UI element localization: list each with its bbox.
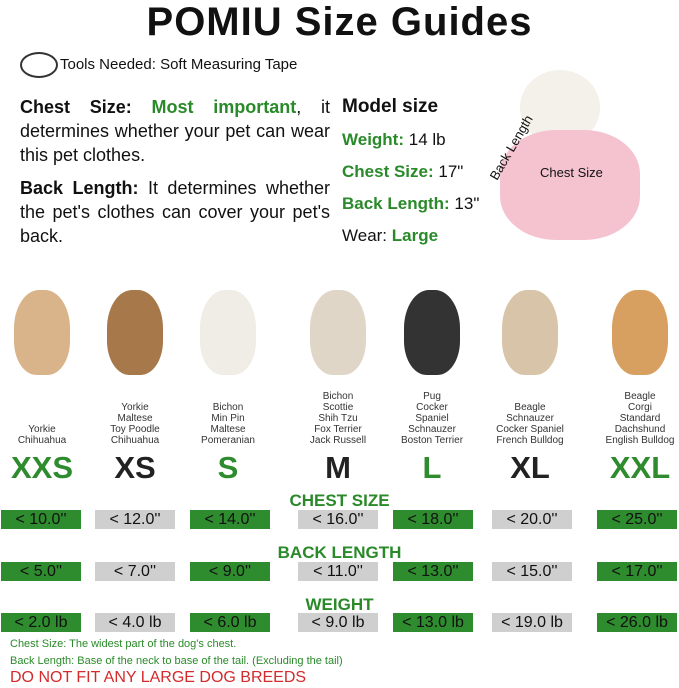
- chest-value: < 16.0'': [298, 510, 378, 529]
- breed-name: Schnauzer: [408, 424, 456, 435]
- breed-name: Bichon: [212, 402, 244, 413]
- size-label: XL: [510, 450, 550, 485]
- weight-value: < 4.0 lb: [95, 613, 175, 632]
- size-label: XS: [114, 450, 156, 485]
- back-value: < 7.0'': [95, 562, 175, 581]
- model-chest: Chest Size: 17": [342, 162, 464, 181]
- weight-value: < 9.0 lb: [298, 613, 378, 632]
- most-important: Most important: [151, 97, 297, 117]
- breed-list: Bichon Scottie Shih Tzu Fox Terrier Jack Rus…: [283, 391, 393, 446]
- breed-name: Boston Terrier: [400, 435, 464, 446]
- back-value: < 15.0'': [492, 562, 572, 581]
- size-label: L: [422, 450, 442, 485]
- weight-value: < 6.0 lb: [190, 613, 270, 632]
- weight-value: < 19.0 lb: [492, 613, 572, 632]
- chest-value: < 18.0'': [393, 510, 473, 529]
- back-description: Back Length: It determines whether the p…: [20, 176, 330, 248]
- breed-list: Bichon Min Pin Maltese Pomeranian: [173, 402, 283, 446]
- measuring-tape-icon: [20, 52, 58, 78]
- size-label: XXL: [609, 450, 671, 485]
- model-wear: Wear: Large: [342, 226, 439, 245]
- breed-name: English Bulldog: [605, 435, 675, 446]
- weight-value: < 2.0 lb: [1, 613, 81, 632]
- breed-name: French Bulldog: [496, 435, 564, 446]
- dog-photo: [404, 290, 460, 375]
- chest-value: < 12.0'': [95, 510, 175, 529]
- breed-name: Toy Poodle: [110, 424, 160, 435]
- back-label: Back Length:: [20, 178, 139, 198]
- chest-size-heading: CHEST SIZE: [289, 491, 390, 510]
- breed-name: Min Pin: [211, 413, 245, 424]
- chest-value: < 14.0'': [190, 510, 270, 529]
- size-label: S: [217, 450, 239, 485]
- breed-name: Beagle: [514, 402, 546, 413]
- dog-photo: [200, 290, 256, 375]
- back-value: < 5.0'': [1, 562, 81, 581]
- model-weight: Weight: 14 lb: [342, 130, 446, 149]
- breed-list: Beagle Schnauzer Cocker Spaniel French Bull…: [475, 402, 585, 446]
- model-back: Back Length: 13": [342, 194, 480, 213]
- breed-name: Shih Tzu: [318, 413, 358, 424]
- breed-name: Scottie: [322, 402, 354, 413]
- chest-size-label: Chest Size: [540, 165, 603, 180]
- breed-name: Pug: [423, 391, 441, 402]
- weight-value: < 13.0 lb: [393, 613, 473, 632]
- size-label: M: [325, 450, 351, 485]
- dog-photo: [612, 290, 668, 375]
- breed-list: Yorkie Chihuahua: [0, 424, 97, 446]
- back-value: < 9.0'': [190, 562, 270, 581]
- chest-value: < 25.0'': [597, 510, 677, 529]
- dog-photo: [502, 290, 558, 375]
- chest-value: < 20.0'': [492, 510, 572, 529]
- model-dog-photo: Chest Size Back Length: [480, 70, 660, 265]
- back-value: < 11.0'': [298, 562, 378, 581]
- breed-name: Chihuahua: [17, 435, 67, 446]
- breed-name: Chihuahua: [110, 435, 160, 446]
- breed-name: Standard: [619, 413, 661, 424]
- breed-list: Beagle Corgi Standard Dachshund English Bull…: [585, 391, 679, 446]
- back-value: < 17.0'': [597, 562, 677, 581]
- chest-label: Chest Size:: [20, 97, 132, 117]
- breed-name: Maltese: [117, 413, 153, 424]
- breed-name: Bichon: [322, 391, 354, 402]
- breed-name: Corgi: [628, 402, 652, 413]
- breed-name: Spaniel: [415, 413, 449, 424]
- breed-name: Dachshund: [614, 424, 666, 435]
- chest-text: , it determines whether your pet can wea…: [20, 97, 330, 165]
- back-length-heading: BACK LENGTH: [277, 543, 402, 562]
- chest-note: Chest Size: The widest part of the dog's…: [10, 638, 237, 650]
- breed-name: Fox Terrier: [314, 424, 362, 435]
- breed-name: Yorkie: [28, 424, 56, 435]
- breed-list: Yorkie Maltese Toy Poodle Chihuahua: [80, 402, 190, 446]
- back-note: Back Length: Base of the neck to base of…: [10, 655, 343, 667]
- dog-photo: [14, 290, 70, 375]
- breed-name: Schnauzer: [506, 413, 554, 424]
- back-value: < 13.0'': [393, 562, 473, 581]
- chest-description: Chest Size: Most important, it determine…: [20, 95, 330, 167]
- dog-photo: [107, 290, 163, 375]
- size-label: XXS: [10, 450, 74, 485]
- breed-name: Beagle: [624, 391, 656, 402]
- breed-name: Pomeranian: [201, 435, 255, 446]
- page-title: POMIU Size Guides: [146, 0, 533, 44]
- breed-name: Yorkie: [121, 402, 149, 413]
- breed-name: Cocker: [416, 402, 448, 413]
- warning: DO NOT FIT ANY LARGE DOG BREEDS: [10, 669, 307, 686]
- breed-name: Cocker Spaniel: [496, 424, 564, 435]
- chest-value: < 10.0'': [1, 510, 81, 529]
- weight-heading: WEIGHT: [305, 595, 374, 614]
- tools-needed: Tools Needed: Soft Measuring Tape: [60, 56, 298, 73]
- breed-name: Maltese: [210, 424, 246, 435]
- breed-name: Jack Russell: [309, 435, 367, 446]
- breed-list: Pug Cocker Spaniel Schnauzer Boston Terrier: [377, 391, 487, 446]
- model-heading: Model size: [342, 96, 439, 117]
- back-text: It determines whether the pet's clothes …: [20, 178, 330, 246]
- dog-photo: [310, 290, 366, 375]
- weight-value: < 26.0 lb: [597, 613, 677, 632]
